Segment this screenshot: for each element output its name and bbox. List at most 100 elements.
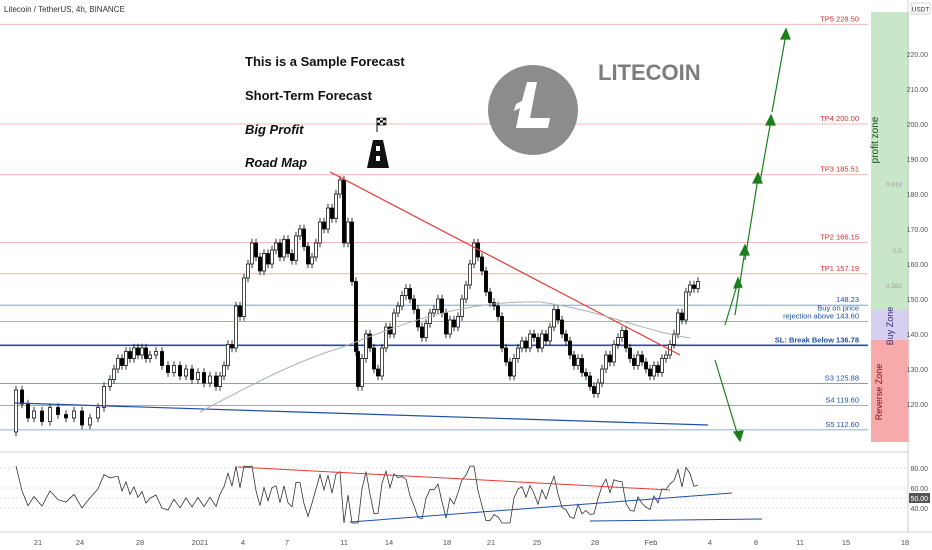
- candle-body: [504, 347, 508, 363]
- candle-body: [416, 309, 420, 328]
- candle-body: [684, 291, 688, 321]
- x-tick-label: 4: [708, 538, 712, 547]
- candle-body: [572, 354, 576, 366]
- candle-body: [326, 207, 330, 230]
- candle-body: [208, 375, 212, 384]
- buy-zone-label: Buy Zone: [885, 307, 895, 346]
- candle-body: [688, 284, 692, 293]
- litecoin-logo: [488, 65, 578, 155]
- candle-body: [246, 263, 250, 279]
- x-tick-label: 7: [285, 538, 289, 547]
- x-tick-label: 15: [842, 538, 850, 547]
- y-tick-label: 200.00: [907, 122, 929, 129]
- candle-body: [234, 305, 238, 349]
- candle-body: [262, 253, 266, 272]
- candle-body: [40, 410, 44, 422]
- candle-body: [636, 354, 640, 366]
- candle-body: [368, 333, 372, 349]
- candle-body: [580, 358, 584, 373]
- y-tick-label: 180.00: [907, 192, 929, 199]
- candle-body: [290, 253, 294, 261]
- level-label: TP1 157.19: [820, 264, 859, 273]
- candle-body: [544, 333, 548, 342]
- forecast-line-3: Big Profit: [245, 122, 304, 137]
- candle-body: [696, 281, 700, 289]
- candle-body: [314, 242, 318, 258]
- candle-body: [88, 417, 92, 426]
- candle-body: [420, 326, 424, 338]
- level-label: 148.23: [836, 295, 859, 304]
- candle-body: [524, 340, 528, 349]
- candle-body: [172, 365, 176, 373]
- candle-body: [64, 414, 68, 419]
- candle-body: [648, 368, 652, 377]
- candle-body: [592, 386, 596, 394]
- candle-body: [166, 365, 170, 373]
- x-tick-label: Feb: [645, 538, 658, 547]
- buy-on-price-label: Buy on price: [817, 303, 859, 312]
- level-label: TP3 185.51: [820, 165, 859, 174]
- road-icon: [367, 140, 389, 168]
- currency-badge-box: [910, 2, 931, 15]
- y-tick-label: 130.00: [907, 367, 929, 374]
- candle-body: [218, 375, 222, 387]
- candle-body: [440, 298, 444, 314]
- level-label: S5 112.60: [825, 420, 859, 429]
- candle-body: [116, 358, 120, 370]
- candle-body: [144, 347, 148, 359]
- y-tick-label: 170.00: [907, 227, 929, 234]
- candle-body: [652, 365, 656, 377]
- candle-body: [20, 389, 24, 405]
- candle-body: [528, 333, 532, 349]
- rsi-tick-label: 40.00: [910, 506, 928, 513]
- candle-body: [576, 358, 580, 366]
- candle-body: [656, 365, 660, 373]
- candle-body: [536, 337, 540, 349]
- candle-body: [26, 403, 30, 419]
- candle-body: [338, 179, 342, 195]
- fib-label: 0.382: [886, 283, 903, 290]
- candle-body: [680, 312, 684, 321]
- candle-body: [286, 239, 290, 254]
- x-tick-label: 21: [34, 538, 42, 547]
- candle-body: [14, 389, 18, 433]
- candle-body: [202, 372, 206, 384]
- candle-body: [612, 344, 616, 363]
- candle-body: [452, 319, 456, 328]
- y-tick-label: 140.00: [907, 332, 929, 339]
- candle-body: [480, 256, 484, 272]
- candle-body: [322, 221, 326, 230]
- candle-body: [512, 358, 516, 377]
- candle-body: [620, 330, 624, 338]
- candle-body: [294, 235, 298, 261]
- candle-body: [274, 242, 278, 251]
- candle-body: [148, 354, 152, 359]
- buy-zone: [871, 310, 909, 340]
- candle-body: [346, 221, 350, 244]
- candle-body: [532, 333, 536, 338]
- candle-body: [604, 354, 608, 370]
- candle-body: [400, 295, 404, 307]
- candle-body: [424, 323, 428, 338]
- candle-body: [254, 242, 258, 258]
- candle-body: [154, 351, 158, 356]
- candle-body: [404, 288, 408, 296]
- rsi-line: [15, 465, 699, 524]
- candle-body: [608, 354, 612, 363]
- rsi-current-badge: [909, 493, 930, 503]
- x-tick-label: 11: [340, 538, 348, 547]
- candle-body: [342, 179, 346, 244]
- candle-body: [258, 256, 262, 272]
- candle-body: [444, 312, 448, 335]
- candle-body: [96, 407, 100, 419]
- rsi-support-trendline: [349, 492, 733, 523]
- candle-body: [178, 365, 182, 377]
- candle-body: [556, 309, 560, 321]
- y-tick-label: 210.00: [907, 87, 929, 94]
- candle-body: [484, 270, 488, 293]
- candle-body: [214, 375, 218, 387]
- candle-body: [412, 298, 416, 310]
- forecast-line-4: Road Map: [245, 155, 307, 170]
- level-label: S3 125.88: [825, 373, 859, 382]
- candle-body: [72, 410, 76, 419]
